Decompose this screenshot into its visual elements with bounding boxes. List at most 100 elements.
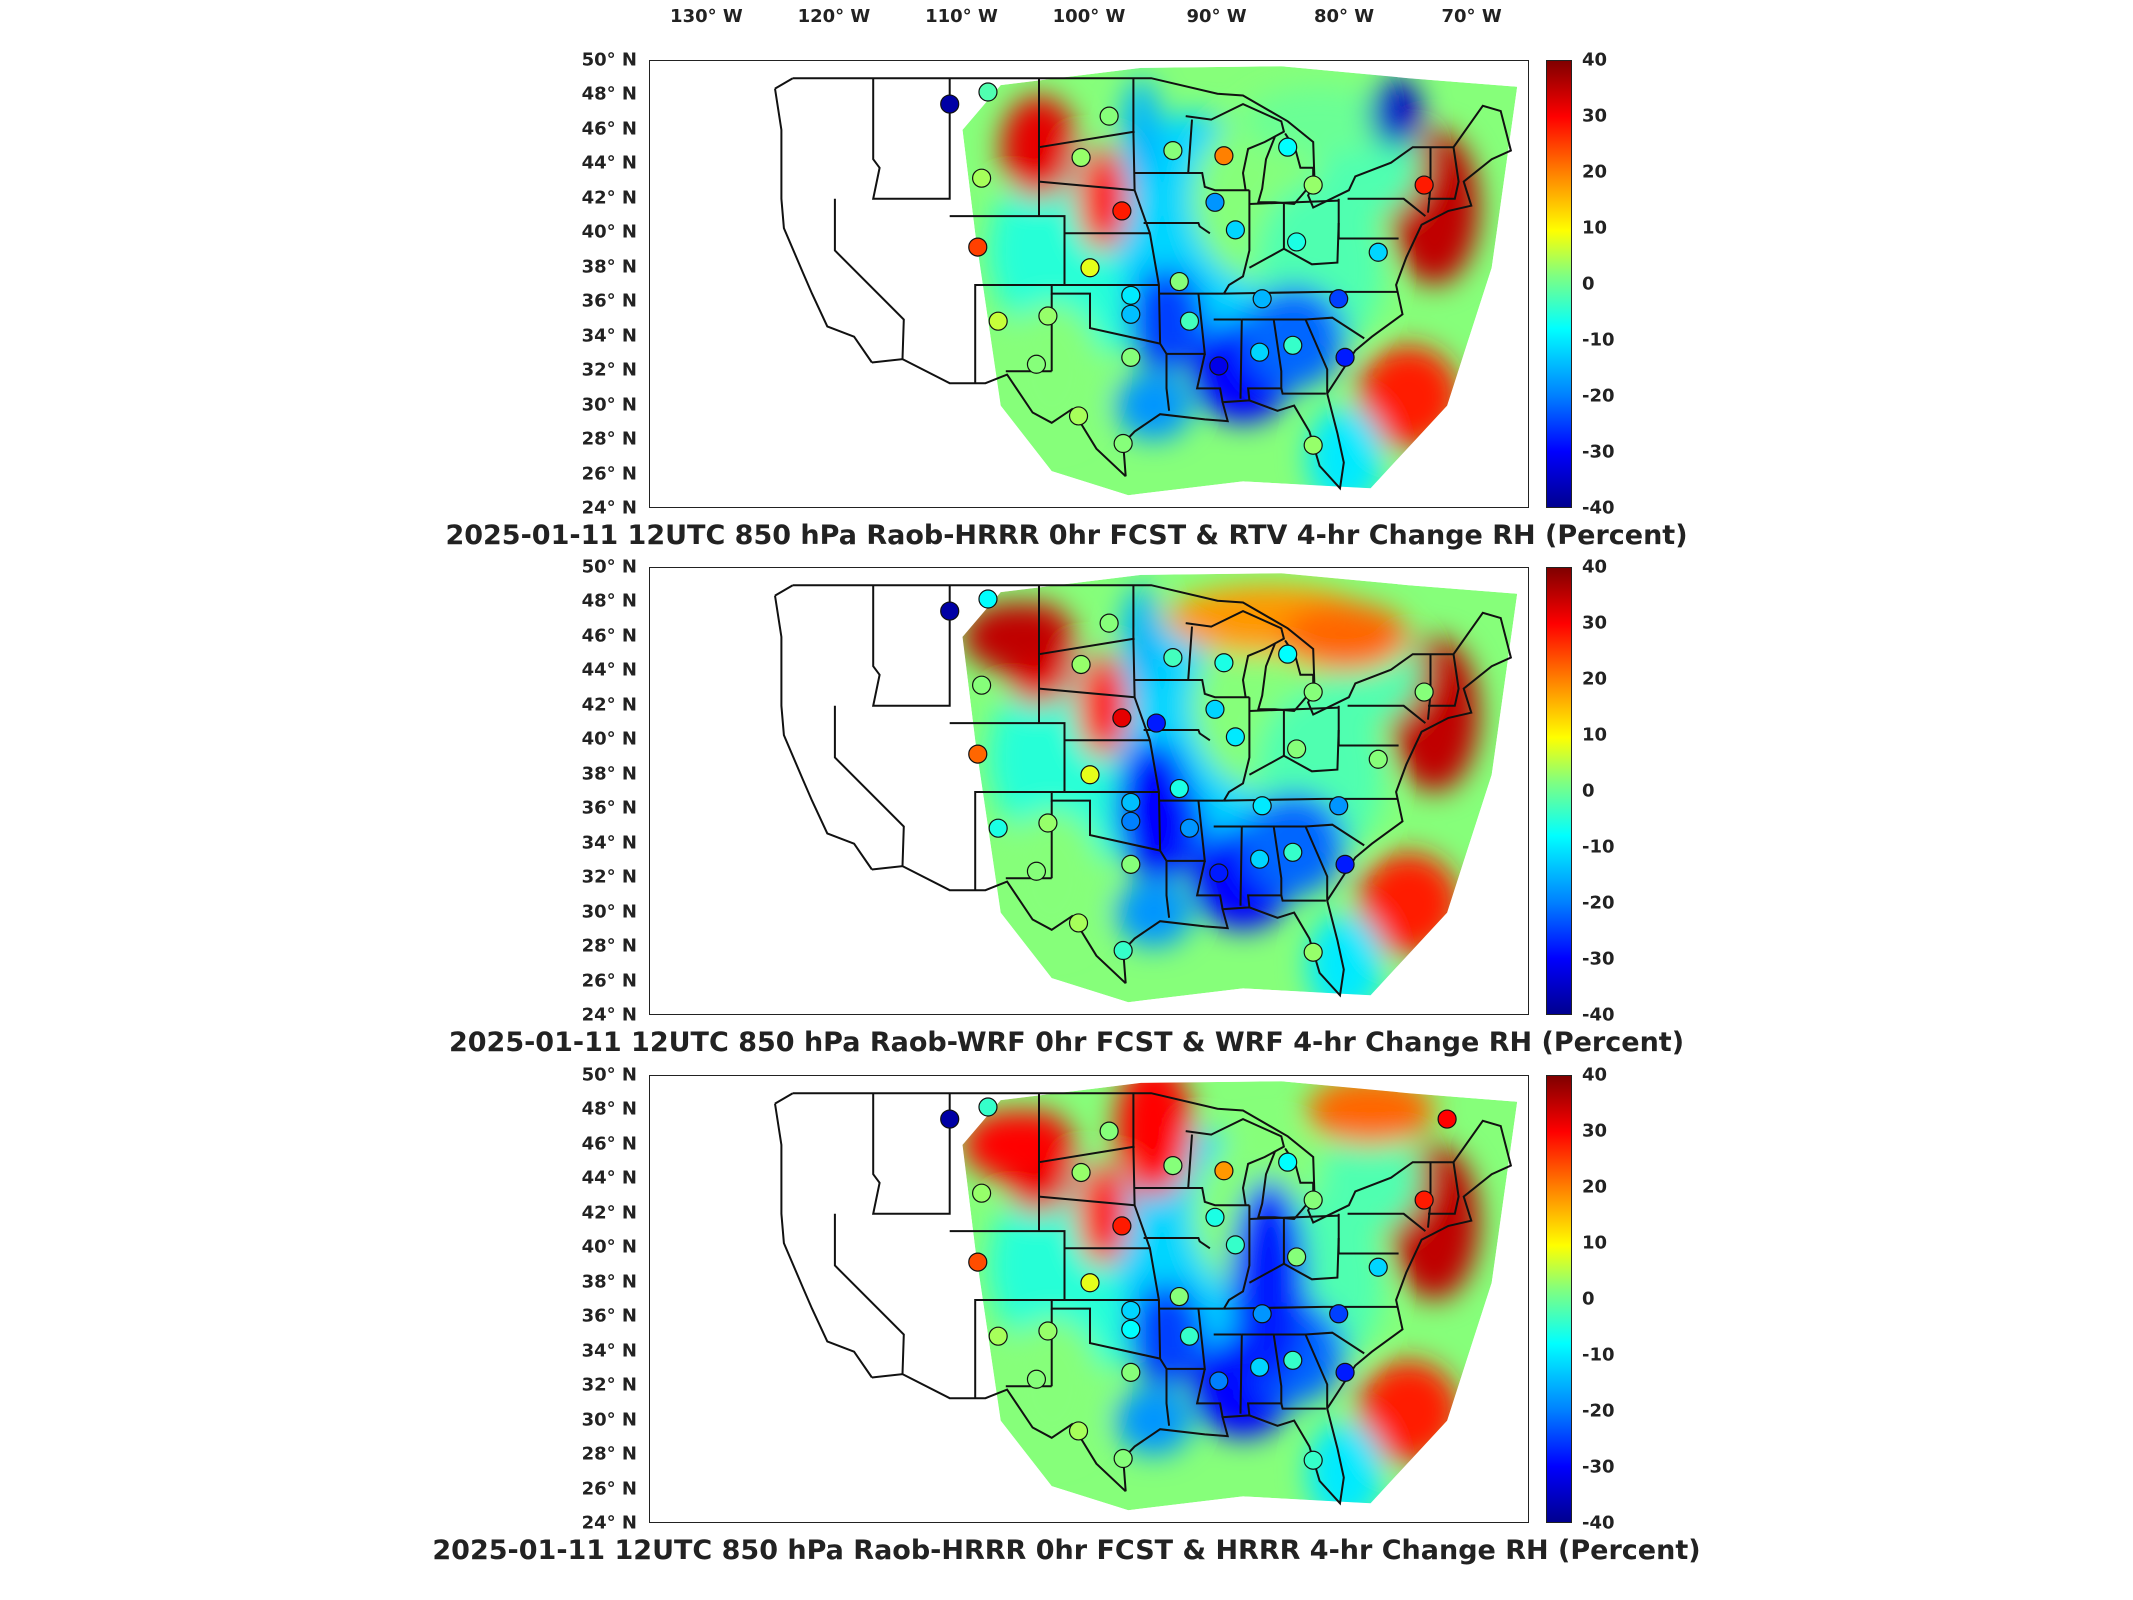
boundary-line (1290, 316, 1365, 340)
raob-station-marker (1414, 1190, 1434, 1210)
raob-station-marker (978, 589, 998, 609)
boundary-line (871, 1093, 951, 1215)
rh-field-anomaly (1121, 78, 1161, 182)
rh-field-anomaly (1115, 878, 1193, 948)
lat-tick-label: 32° N (581, 866, 637, 888)
panel-title: 2025-01-11 12UTC 850 hPa Raob-HRRR 0hr F… (445, 520, 1688, 551)
rh-field-anomaly (1319, 1127, 1422, 1232)
colorbar-tick-label: 20 (1582, 1176, 1608, 1198)
raob-station-marker (1038, 306, 1058, 326)
raob-station-marker (1209, 863, 1229, 883)
boundary-line (774, 595, 873, 871)
raob-station-marker (1287, 232, 1307, 252)
raob-station-marker (1121, 792, 1141, 812)
raob-station-marker (1068, 1421, 1089, 1441)
raob-station-marker (1169, 271, 1189, 292)
colorbar-tick-label: 10 (1582, 1232, 1608, 1254)
raob-station-marker (1113, 940, 1133, 961)
panel-title: 2025-01-11 12UTC 850 hPa Raob-WRF 0hr FC… (448, 1027, 1685, 1058)
lat-tick-label: 48° N (581, 590, 637, 612)
raob-station-marker (1026, 1369, 1047, 1389)
lat-tick-label: 32° N (581, 1374, 637, 1396)
lat-tick-label: 36° N (581, 290, 637, 312)
lat-tick-label: 44° N (581, 659, 637, 681)
boundary-line (1143, 729, 1211, 742)
boundary-line (1256, 132, 1315, 206)
lon-tick-label: 100° W (1052, 6, 1126, 27)
longitude-axis: 130° W 120° W 110° W 100° W 90° W 80° W 70° W (0, 0, 2133, 40)
lat-tick-label: 28° N (581, 1443, 637, 1465)
colorbar-tick-label: -30 (1582, 1456, 1615, 1478)
boundary-line (1195, 353, 1224, 403)
raob-station-marker (1414, 682, 1434, 702)
lon-tick-label: 90° W (1186, 6, 1247, 27)
colorbar-tick-label: -40 (1582, 497, 1615, 519)
colorbar-tick-label: -30 (1582, 948, 1615, 970)
lat-tick-label: 50° N (581, 49, 637, 71)
raob-station-marker (1113, 1448, 1133, 1469)
lat-tick-label: 42° N (581, 694, 637, 716)
map-plot-area (649, 567, 1529, 1015)
colorbar-tick-label: -20 (1582, 892, 1615, 914)
lat-tick-label: 40° N (581, 1236, 637, 1258)
boundary-line (1223, 190, 1251, 295)
lat-tick-label: 46° N (581, 1133, 637, 1155)
boundary-line (1187, 626, 1250, 699)
raob-station-marker (1287, 1247, 1307, 1267)
raob-station-marker (1099, 106, 1119, 126)
lat-tick-label: 34° N (581, 1340, 637, 1362)
boundary-line (1185, 1117, 1286, 1206)
raob-station-marker (1335, 854, 1355, 874)
boundary-line (1223, 1205, 1251, 1310)
colorbar-tick-label: 0 (1582, 1288, 1595, 1310)
colorbar-tick-label: -20 (1582, 385, 1615, 407)
raob-station-marker (1099, 613, 1119, 633)
rh-field-anomaly (962, 1110, 1065, 1180)
boundary-line (1166, 293, 1206, 355)
boundary-line (792, 1092, 1513, 1506)
colorbar-tick-label: -20 (1582, 1400, 1615, 1422)
colorbar-tick-label: 40 (1582, 49, 1608, 71)
boundary-line (871, 865, 1127, 985)
colorbar-tick-label: 30 (1582, 612, 1608, 634)
colorbar-tick-label: -40 (1582, 1512, 1615, 1534)
raob-station-marker (1113, 433, 1133, 454)
boundary-line (1038, 130, 1135, 149)
colorbar-tick-label: 40 (1582, 1064, 1608, 1086)
raob-station-marker (1163, 1155, 1183, 1176)
boundary-line (1280, 895, 1326, 902)
raob-station-marker (1303, 682, 1323, 702)
boundary-line (1248, 1237, 1340, 1284)
raob-station-marker (1038, 1321, 1058, 1341)
lat-tick-label: 46° N (581, 118, 637, 140)
boundary-line (774, 1092, 794, 1105)
raob-station-marker (1121, 854, 1141, 874)
raob-station-marker (1179, 818, 1200, 838)
colorbar (1546, 60, 1572, 508)
raob-station-marker (1225, 1235, 1245, 1255)
raob-station-marker (1250, 342, 1270, 362)
boundary-line (1249, 199, 1339, 205)
raob-station-marker (1205, 699, 1225, 719)
boundary-line (1241, 825, 1283, 908)
lat-tick-label: 40° N (581, 728, 637, 750)
boundary-line (1347, 704, 1427, 724)
lat-tick-label: 50° N (581, 556, 637, 578)
rh-field (962, 66, 1518, 496)
raob-station-marker (988, 311, 1008, 331)
rh-field-anomaly (962, 602, 1065, 672)
boundary-line (1195, 860, 1224, 910)
lat-tick-label: 30° N (581, 1409, 637, 1431)
colorbar (1546, 567, 1572, 1015)
boundary-line (774, 584, 794, 597)
lat-tick-label: 38° N (581, 256, 637, 278)
boundary-line (774, 1103, 873, 1379)
rh-change-map (774, 66, 1518, 496)
raob-station-marker (1169, 1286, 1189, 1307)
rh-field (962, 573, 1518, 1003)
raob-station-marker (1329, 289, 1349, 309)
rh-field-anomaly (1281, 602, 1409, 672)
boundary-line (871, 1373, 1127, 1493)
colorbar-tick-label: 30 (1582, 1120, 1608, 1142)
rh-field-anomaly (1077, 654, 1129, 758)
